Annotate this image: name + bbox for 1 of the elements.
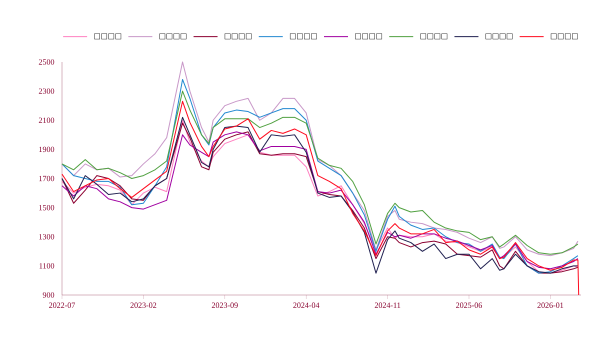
line-series — [62, 78, 578, 274]
